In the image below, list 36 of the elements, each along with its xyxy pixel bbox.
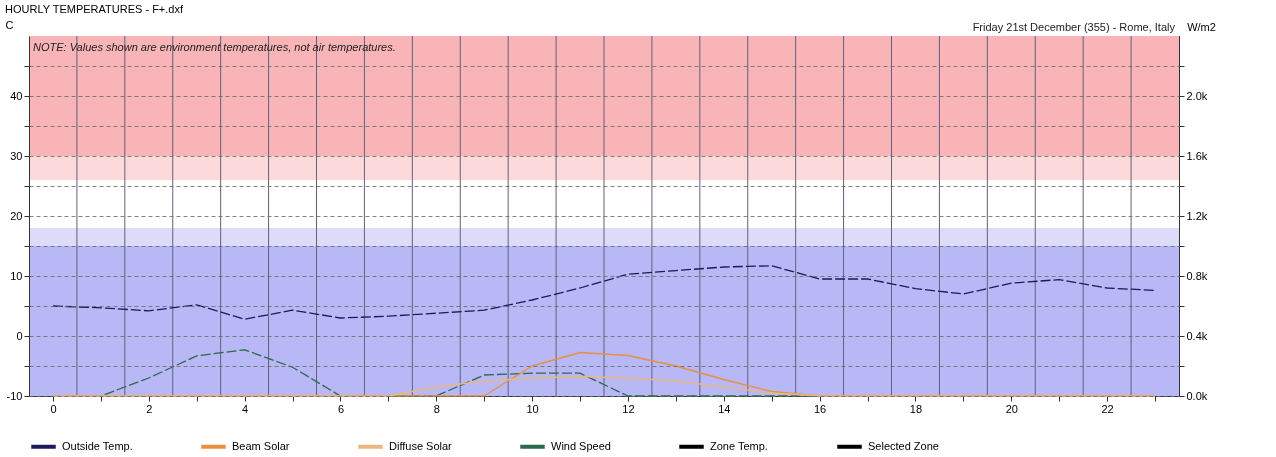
legend-label: Beam Solar xyxy=(232,439,290,452)
x-tick-label: 14 xyxy=(718,402,731,415)
x-tick-label: 6 xyxy=(337,402,345,415)
x-tick-label: 12 xyxy=(622,402,635,415)
y-tick-label: 20 xyxy=(10,209,23,222)
legend-label: Outside Temp. xyxy=(62,439,133,452)
chart-subtitle: Friday 21st December (355) - Rome, Italy xyxy=(972,21,1176,33)
y2-tick-label: 0.8k xyxy=(1186,269,1208,282)
x-tick-label: 10 xyxy=(526,402,539,415)
y2-tick-label: 1.6k xyxy=(1186,149,1208,162)
y-tick-label: 40 xyxy=(10,89,23,102)
y2-tick-label: 2.0k xyxy=(1186,89,1208,102)
y-tick-label: 0 xyxy=(16,329,23,342)
legend-label: Selected Zone xyxy=(868,439,939,452)
x-tick-label: 20 xyxy=(1005,402,1018,415)
x-tick-label: 22 xyxy=(1101,402,1114,415)
line-series xyxy=(52,375,1156,397)
x-tick-label: 8 xyxy=(433,402,440,415)
x-tick-label: 0 xyxy=(50,402,57,415)
y-axis-title: C xyxy=(5,18,14,31)
y2-tick-label: 0.0k xyxy=(1186,389,1208,402)
y2-tick-label: 0.4k xyxy=(1186,329,1208,342)
x-tick-label: 18 xyxy=(909,402,923,415)
y2-axis-title: W/m2 xyxy=(1187,20,1216,33)
y-tick-label: 10 xyxy=(10,269,23,282)
chart-title: HOURLY TEMPERATURES - F+.dxf xyxy=(5,3,184,15)
x-tick-label: 2 xyxy=(146,402,153,415)
line-series xyxy=(52,265,1156,320)
y-tick-label: -10 xyxy=(6,389,23,402)
legend-label: Wind Speed xyxy=(551,439,611,452)
y2-tick-label: 1.2k xyxy=(1186,209,1208,222)
legend-label: Zone Temp. xyxy=(710,439,768,452)
y-tick-label: 30 xyxy=(10,149,23,162)
x-tick-label: 16 xyxy=(814,402,827,415)
x-tick-label: 4 xyxy=(242,402,249,415)
legend-label: Diffuse Solar xyxy=(389,439,453,452)
